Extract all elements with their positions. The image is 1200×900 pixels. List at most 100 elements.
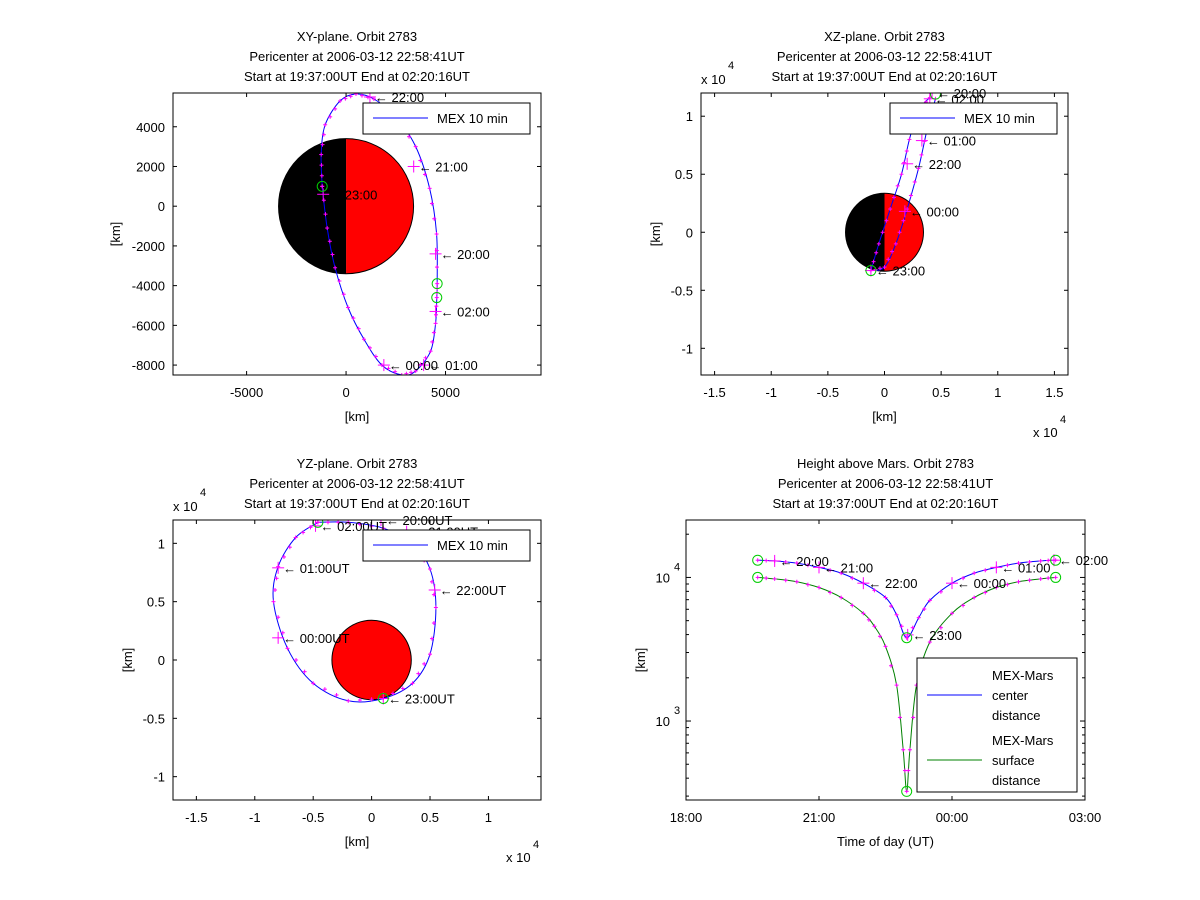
axes-frame	[685, 519, 1086, 801]
y-axis-label: [km]	[120, 648, 135, 673]
hour-label: ← 00:00UT	[283, 631, 350, 646]
plot-area	[278, 93, 443, 375]
plot-area	[271, 520, 441, 705]
x-tick-label: 1	[994, 385, 1001, 400]
start-end-circle	[752, 571, 764, 583]
hour-label: ← 22:00	[375, 90, 424, 105]
hour-label: ← 23:00	[876, 264, 925, 279]
x-tick-label: -1	[249, 810, 261, 825]
hour-label: ← 00:00	[957, 576, 1006, 591]
start-end-circle	[316, 180, 328, 192]
hour-label: ← 00:00	[389, 358, 438, 373]
x-tick-label: 1	[485, 810, 492, 825]
y-tick-label: 2000	[136, 159, 165, 174]
y-exponent-label: x 10	[701, 72, 726, 87]
x-tick-label: 5000	[431, 385, 460, 400]
y-tick-label: 1	[158, 536, 165, 551]
legend-entry: center	[992, 688, 1029, 703]
chart-title: Pericenter at 2006-03-12 22:58:41UT	[249, 476, 464, 491]
legend-entry: surface	[992, 753, 1035, 768]
legend-entry: MEX-Mars	[992, 733, 1054, 748]
x-axis-label: Time of day (UT)	[837, 834, 934, 849]
x-exponent-label: x 10	[506, 850, 531, 865]
hour-label: ← 22:00UT	[440, 583, 507, 598]
y-tick-label: -2000	[132, 239, 165, 254]
chart-title: Start at 19:37:00UT End at 02:20:16UT	[773, 496, 999, 511]
mars-outline	[845, 192, 924, 272]
start-end-circle	[752, 554, 764, 566]
legend-entry: MEX 10 min	[437, 538, 508, 553]
y-tick-label: 0	[686, 225, 693, 240]
hour-label: ← 02:00	[441, 304, 490, 319]
x-tick-label: 0.5	[421, 810, 439, 825]
legend-entry: MEX-Mars	[992, 668, 1054, 683]
chart-title: Height above Mars. Orbit 2783	[797, 456, 974, 471]
x-tick-label: 1.5	[1045, 385, 1063, 400]
y-axis-label: [km]	[633, 648, 648, 673]
x-axis-label: [km]	[872, 409, 897, 424]
hour-label: ← 23:00UT	[388, 692, 455, 707]
start-end-circle	[431, 292, 443, 304]
x-tick-label: 03:00	[1069, 810, 1102, 825]
x-tick-label: 00:00	[936, 810, 969, 825]
surface-distance-line	[757, 576, 1056, 792]
start-end-circle	[901, 785, 913, 797]
chart-title: Pericenter at 2006-03-12 22:58:41UT	[777, 49, 992, 64]
hour-label: ← 01:00UT	[283, 561, 350, 576]
hour-label: ← 20:00	[441, 247, 490, 262]
panel-height: Height above Mars. Orbit 2783 Pericenter …	[633, 456, 1108, 849]
y-tick-label: 0.5	[675, 167, 693, 182]
legend-entry: distance	[992, 773, 1040, 788]
axes-frame	[172, 92, 542, 376]
mars-day-side	[346, 138, 414, 274]
y-tick-label: 0	[158, 653, 165, 668]
plot-area	[752, 554, 1062, 797]
panel-xy: XY-plane. Orbit 2783 Pericenter at 2006-0…	[108, 29, 542, 424]
legend-entry: MEX 10 min	[437, 111, 508, 126]
x-tick-label: 0	[881, 385, 888, 400]
x-exponent-power: 4	[533, 839, 539, 851]
x-axis-label: [km]	[345, 409, 370, 424]
chart-title: XZ-plane. Orbit 2783	[824, 29, 945, 44]
y-tick-label: 10	[656, 570, 670, 585]
y-exponent-power: 4	[200, 487, 206, 499]
y-tick-label: -8000	[132, 358, 165, 373]
y-exponent-label: x 10	[173, 499, 198, 514]
y-tick-label: 0	[158, 199, 165, 214]
mars-night-side	[845, 193, 885, 272]
y-tick-label: -6000	[132, 318, 165, 333]
hour-label: ← 22:00	[912, 157, 961, 172]
y-tick-label: -4000	[132, 279, 165, 294]
x-tick-label: 18:00	[670, 810, 703, 825]
start-end-circle	[1050, 554, 1062, 566]
x-tick-label: 21:00	[803, 810, 836, 825]
hour-label: ← 22:00	[868, 576, 917, 591]
y-tick-label: -0.5	[671, 283, 693, 298]
x-tick-label: -1.5	[703, 385, 725, 400]
hour-label: ← 02:00	[1059, 553, 1108, 568]
chart-title: Pericenter at 2006-03-12 22:58:41UT	[778, 476, 993, 491]
chart-title: XY-plane. Orbit 2783	[297, 29, 417, 44]
start-end-circle	[1050, 571, 1062, 583]
chart-title: Start at 19:37:00UT End at 02:20:16UT	[772, 69, 998, 84]
chart-title: Start at 19:37:00UT End at 02:20:16UT	[244, 496, 470, 511]
hour-label: ← 21:00	[419, 159, 468, 174]
panel-xz: XZ-plane. Orbit 2783 Pericenter at 2006-0…	[648, 29, 1069, 440]
start-end-circle	[431, 278, 443, 290]
hour-label: ← 23:00	[328, 187, 377, 202]
x-exponent-power: 4	[1060, 414, 1066, 426]
chart-title: Start at 19:37:00UT End at 02:20:16UT	[244, 69, 470, 84]
chart-title: Pericenter at 2006-03-12 22:58:41UT	[249, 49, 464, 64]
mars-night-side	[278, 138, 347, 274]
mars-day-side	[884, 193, 924, 272]
y-tick-label: 1	[686, 109, 693, 124]
x-tick-label: -5000	[230, 385, 263, 400]
start-end-circle	[929, 93, 941, 100]
x-tick-label: -0.5	[302, 810, 324, 825]
hour-label: ← 01:00	[429, 358, 478, 373]
y-tick-exponent: 3	[674, 705, 680, 717]
hour-label: ← 00:00	[910, 204, 959, 219]
hour-label: ← 23:00	[913, 628, 962, 643]
x-tick-label: 0	[342, 385, 349, 400]
